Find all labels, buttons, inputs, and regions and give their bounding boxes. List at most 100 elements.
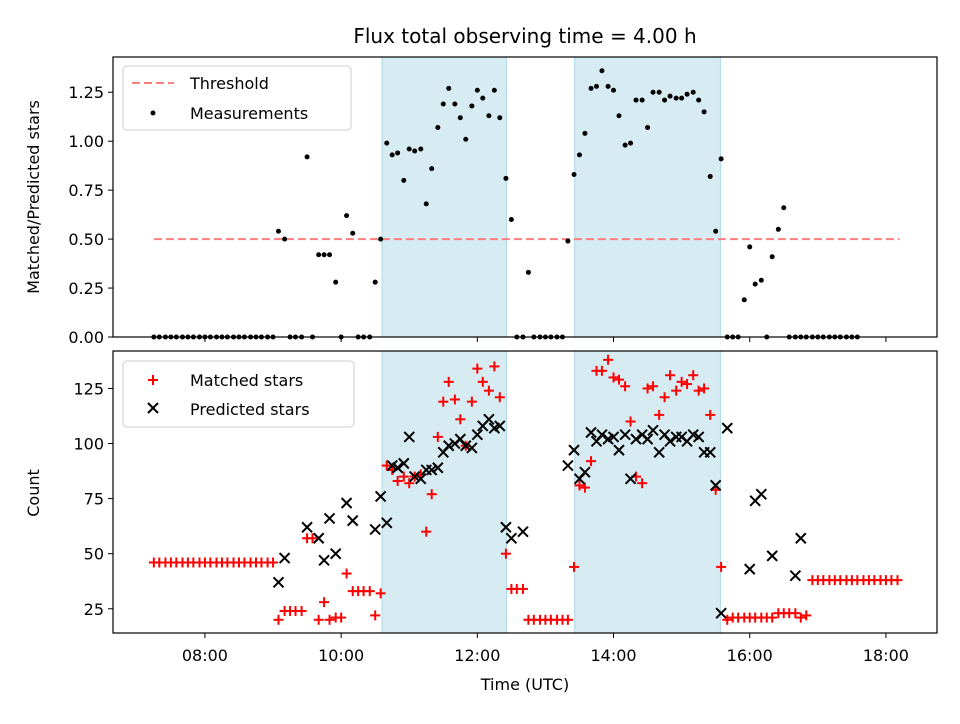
predicted-star-point xyxy=(795,532,807,544)
bottom-legend: Matched stars Predicted stars xyxy=(122,360,355,428)
matched-star-point xyxy=(494,392,505,403)
top-panel: 0.00 0.25 0.50 0.75 1.00 1.25 Threshold Measure… xyxy=(68,56,938,347)
measurement-point xyxy=(384,140,390,146)
matched-star-point xyxy=(370,610,381,621)
measurement-point xyxy=(344,213,350,219)
measurement-point xyxy=(645,124,651,130)
y-tick-label: 125 xyxy=(73,379,104,398)
cross-b xyxy=(500,521,512,533)
cross-b xyxy=(789,570,802,582)
predicted-star-point xyxy=(613,444,625,456)
matched-star-point xyxy=(562,614,573,625)
matched-star-point xyxy=(574,480,585,491)
matched-star-point xyxy=(648,381,659,392)
cross-b xyxy=(443,440,455,452)
predicted-star-point xyxy=(318,554,330,567)
matched-star-point xyxy=(319,597,330,608)
predicted-star-point xyxy=(312,532,325,544)
measurement-point xyxy=(582,130,588,136)
predicted-star-point xyxy=(664,435,676,448)
cross-b xyxy=(323,512,336,525)
measurement-point xyxy=(594,83,600,89)
measurement-point xyxy=(418,146,424,152)
observing-window-1 xyxy=(574,56,721,338)
matched-star-point xyxy=(659,392,670,403)
cross-b xyxy=(460,440,472,452)
matched-star-point xyxy=(671,385,682,396)
predicted-star-point xyxy=(381,517,393,529)
matched-star-point xyxy=(432,431,443,442)
predicted-star-point xyxy=(505,532,518,544)
predicted-star-point xyxy=(766,550,778,562)
predicted-star-point xyxy=(460,440,472,452)
legend-cross-b xyxy=(147,402,159,414)
measurement-point xyxy=(446,85,452,91)
predicted-star-point xyxy=(630,433,642,445)
predicted-star-point xyxy=(653,446,665,459)
matched-star-point xyxy=(449,394,460,405)
measurement-point xyxy=(463,136,469,142)
cross-b xyxy=(744,563,756,575)
cross-b xyxy=(607,431,620,443)
predicted-star-point xyxy=(789,570,802,582)
y-tick-label: 0.50 xyxy=(68,230,104,249)
matched-star-point xyxy=(801,610,812,621)
measurement-point xyxy=(741,297,747,303)
measurement-point xyxy=(321,252,327,258)
legend-measurement-label: Measurements xyxy=(190,104,308,123)
measurement-point xyxy=(282,236,288,242)
cross-b xyxy=(415,473,427,485)
measurement-point xyxy=(435,124,441,130)
measurement-point xyxy=(656,89,662,95)
cross-b xyxy=(709,479,722,492)
predicted-star-point xyxy=(391,462,404,474)
matched-star-point xyxy=(790,608,801,619)
matched-star-point xyxy=(381,460,392,471)
predicted-star-point xyxy=(425,464,438,476)
cross-b xyxy=(301,521,313,533)
predicted-star-point xyxy=(692,431,705,443)
measurement-point xyxy=(622,142,628,148)
cross-b xyxy=(403,431,415,443)
bottom-y-axis-label: Count xyxy=(24,469,43,517)
cross-b xyxy=(568,444,580,456)
cross-b xyxy=(432,462,444,474)
predicted-star-point xyxy=(704,446,716,459)
measurement-point xyxy=(525,269,531,275)
matched-star-point xyxy=(489,361,500,372)
matched-star-point xyxy=(676,376,687,387)
bottom-panel: 25 50 75 100 125 08:00 10:00 12:00 14:00 16:00 18:… xyxy=(73,350,938,665)
measurement-point xyxy=(701,109,707,115)
x-tick-label: 14:00 xyxy=(590,646,636,665)
measurement-point xyxy=(576,152,582,158)
measurement-point xyxy=(747,244,753,250)
x-tick-label: 16:00 xyxy=(727,646,773,665)
predicted-star-point xyxy=(619,429,631,441)
cross-b xyxy=(766,550,778,562)
cross-b xyxy=(340,497,353,509)
matched-star-point xyxy=(665,370,676,381)
matched-star-point xyxy=(722,614,733,625)
measurement-point xyxy=(480,95,486,101)
cross-b xyxy=(505,532,518,544)
predicted-star-point xyxy=(709,479,722,492)
measurement-point xyxy=(389,152,395,158)
cross-b xyxy=(347,514,359,527)
measurement-point xyxy=(628,140,634,146)
predicted-star-point xyxy=(715,607,727,619)
predicted-star-point xyxy=(755,488,768,500)
cross-b xyxy=(795,532,807,544)
cross-b xyxy=(596,429,608,441)
measurement-point xyxy=(571,171,577,177)
measurement-point xyxy=(696,97,702,103)
cross-b xyxy=(687,429,699,441)
predicted-star-point xyxy=(721,422,733,434)
matched-star-point xyxy=(682,379,693,390)
cross-b xyxy=(721,422,733,434)
matched-star-point xyxy=(404,478,415,489)
matched-star-point xyxy=(483,385,494,396)
matched-star-point xyxy=(438,396,449,407)
predicted-star-point xyxy=(374,490,387,503)
measurement-point xyxy=(491,87,497,93)
